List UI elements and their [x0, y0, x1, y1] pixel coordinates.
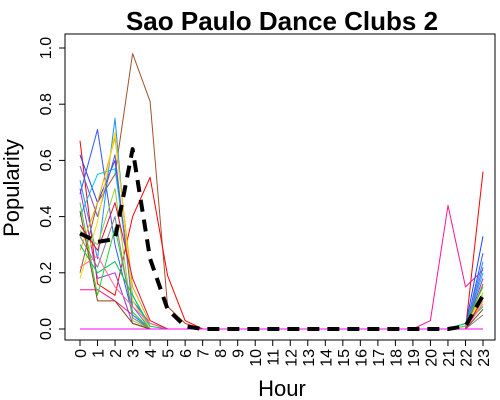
- x-tick-label: 23: [476, 349, 493, 367]
- x-tick-label: 9: [231, 349, 248, 358]
- y-axis-label: Popularity: [0, 139, 24, 237]
- series-line-16: [80, 256, 483, 329]
- x-tick-label: 0: [73, 349, 90, 358]
- x-tick-label: 12: [283, 349, 300, 367]
- series-line-mean: [80, 149, 483, 329]
- x-tick-label: 4: [143, 349, 160, 358]
- x-tick-label: 1: [91, 349, 108, 358]
- y-tick-label: 0.8: [38, 93, 55, 115]
- series-line-9: [80, 138, 483, 329]
- x-tick-label: 13: [301, 349, 318, 367]
- y-tick-label: 0.4: [38, 205, 55, 227]
- x-tick-label: 17: [371, 349, 388, 367]
- x-tick-label: 22: [458, 349, 475, 367]
- x-axis-label: Hour: [258, 376, 306, 400]
- x-tick-label: 15: [336, 349, 353, 367]
- x-tick-label: 3: [126, 349, 143, 358]
- x-tick-label: 16: [353, 349, 370, 367]
- series-line-10: [80, 132, 483, 329]
- x-tick-label: 10: [248, 349, 265, 367]
- x-tick-label: 2: [108, 349, 125, 358]
- x-tick-label: 21: [441, 349, 458, 367]
- x-axis: 0 1 2 3 4 5 6 7 8 9 10 11 12 13 14 15 16 17 18 19 20 21 22 23: [73, 340, 493, 367]
- chart-title: Sao Paulo Dance Clubs 2: [126, 6, 438, 36]
- x-tick-label: 14: [318, 349, 335, 367]
- series-line-4: [80, 130, 483, 330]
- series-line-1: [80, 141, 483, 329]
- x-tick-label: 5: [161, 349, 178, 358]
- y-tick-label: 1.0: [38, 37, 55, 59]
- x-tick-label: 11: [266, 349, 283, 366]
- x-tick-label: 20: [423, 349, 440, 367]
- series-line-14: [80, 217, 483, 329]
- x-tick-label: 18: [388, 349, 405, 367]
- x-tick-label: 19: [406, 349, 423, 367]
- y-tick-label: 0.2: [38, 262, 55, 284]
- series-line-6: [80, 169, 483, 329]
- series-group: [80, 54, 483, 329]
- x-tick-label: 7: [196, 349, 213, 358]
- x-tick-label: 6: [178, 349, 195, 358]
- y-tick-label: 0.6: [38, 149, 55, 171]
- x-tick-label: 8: [213, 349, 230, 358]
- y-tick-label: 0.0: [38, 318, 55, 340]
- y-axis: 0.0 0.2 0.4 0.6 0.8 1.0: [38, 37, 65, 340]
